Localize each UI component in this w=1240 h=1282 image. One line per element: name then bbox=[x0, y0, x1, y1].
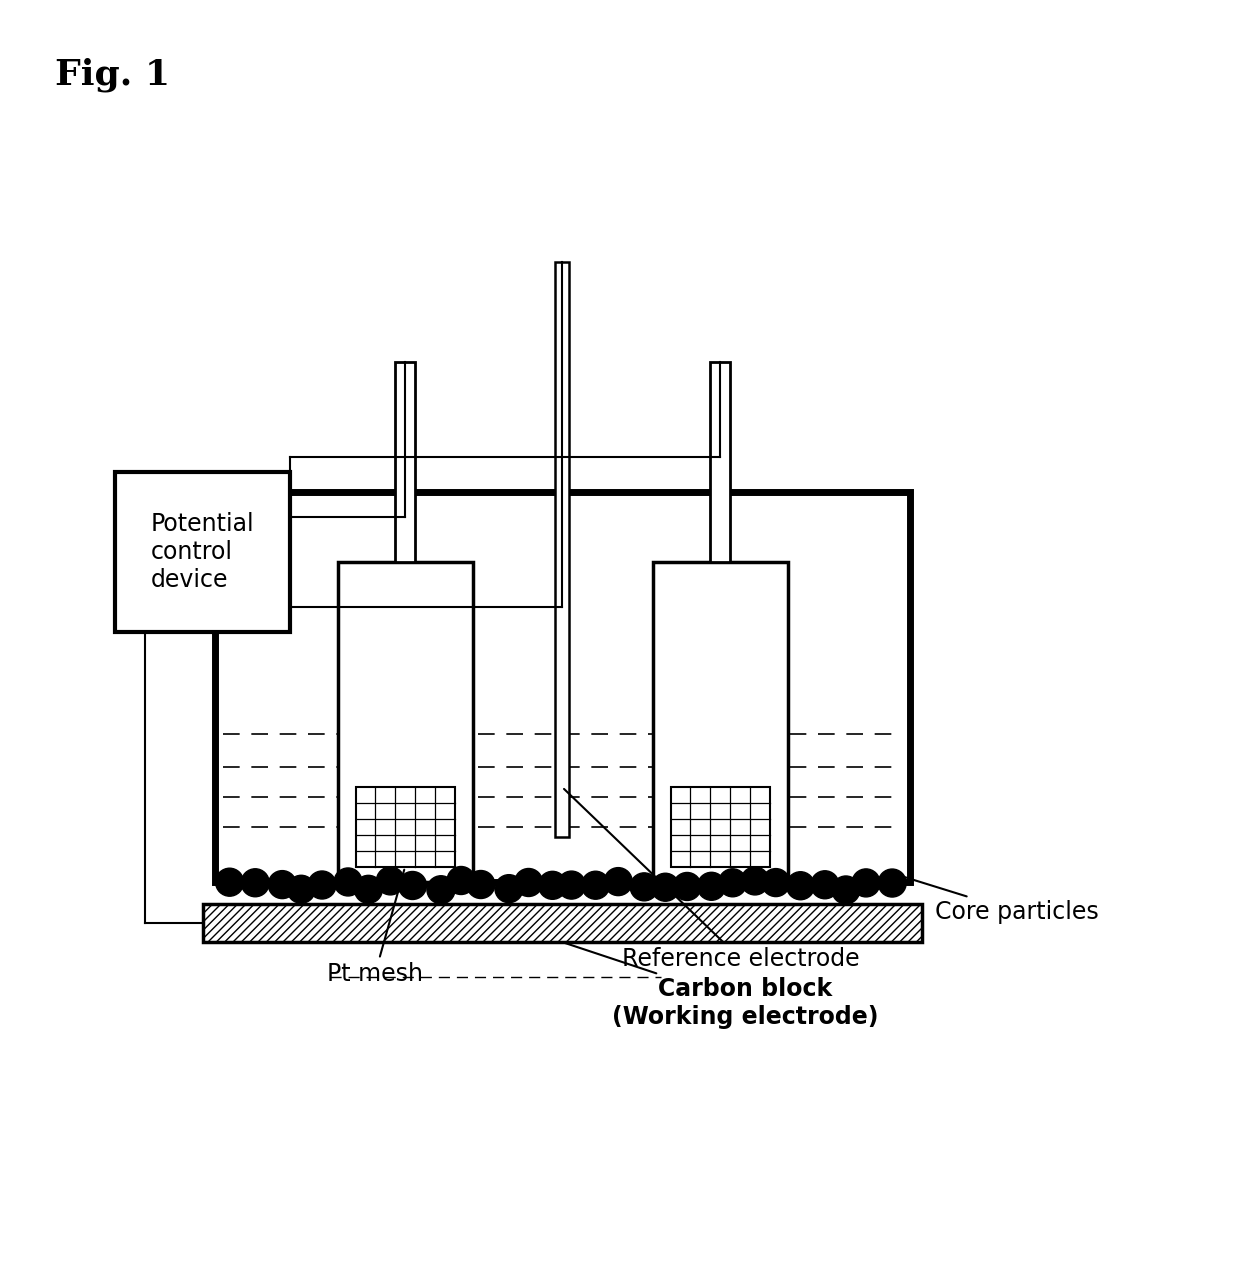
Circle shape bbox=[268, 870, 296, 899]
Circle shape bbox=[832, 876, 859, 904]
Text: Potential
control
device: Potential control device bbox=[151, 513, 254, 592]
Circle shape bbox=[377, 867, 404, 895]
Circle shape bbox=[742, 867, 769, 895]
Circle shape bbox=[630, 873, 658, 901]
Circle shape bbox=[852, 869, 880, 897]
Text: Fig. 1: Fig. 1 bbox=[55, 56, 170, 91]
Text: Carbon block
(Working electrode): Carbon block (Working electrode) bbox=[564, 942, 878, 1028]
Bar bbox=[556, 262, 569, 837]
Circle shape bbox=[334, 868, 362, 896]
Circle shape bbox=[355, 876, 382, 904]
Bar bbox=[652, 562, 787, 882]
Circle shape bbox=[515, 868, 543, 896]
Bar bbox=[356, 787, 455, 867]
Text: Pt mesh: Pt mesh bbox=[327, 869, 423, 986]
Bar bbox=[115, 472, 290, 632]
Circle shape bbox=[288, 876, 315, 904]
Circle shape bbox=[495, 874, 523, 903]
Bar bbox=[711, 362, 730, 562]
Circle shape bbox=[673, 873, 701, 900]
Circle shape bbox=[761, 869, 790, 896]
Bar bbox=[671, 787, 770, 867]
Bar bbox=[215, 492, 910, 882]
Circle shape bbox=[308, 870, 336, 899]
Circle shape bbox=[651, 873, 680, 901]
Circle shape bbox=[697, 872, 725, 900]
Circle shape bbox=[558, 870, 585, 899]
Circle shape bbox=[427, 876, 455, 904]
Circle shape bbox=[466, 870, 495, 899]
Text: Core particles: Core particles bbox=[888, 872, 1099, 924]
Circle shape bbox=[811, 870, 839, 899]
Text: Reference electrode: Reference electrode bbox=[564, 788, 859, 970]
Circle shape bbox=[538, 872, 567, 899]
Circle shape bbox=[786, 872, 815, 900]
Circle shape bbox=[878, 869, 906, 897]
Bar bbox=[396, 362, 415, 562]
Circle shape bbox=[604, 868, 632, 896]
Circle shape bbox=[582, 872, 610, 899]
Circle shape bbox=[398, 872, 427, 900]
Circle shape bbox=[719, 869, 746, 897]
Circle shape bbox=[216, 868, 243, 896]
Bar bbox=[337, 562, 472, 882]
Bar bbox=[203, 904, 923, 942]
Circle shape bbox=[242, 869, 269, 897]
Circle shape bbox=[448, 867, 475, 895]
